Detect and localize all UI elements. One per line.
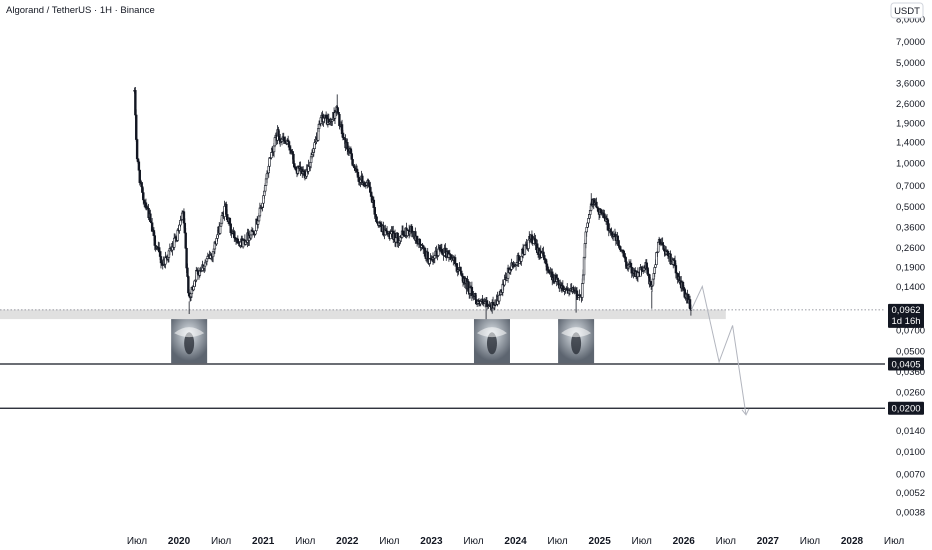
- time-tick-label: Июл: [632, 536, 652, 547]
- level-price-badge: [888, 401, 924, 415]
- level-price-label: 0,0405: [891, 360, 920, 371]
- countdown-label: 1d 16h: [891, 316, 920, 327]
- candle-body: [192, 286, 195, 291]
- candle-body: [498, 294, 501, 302]
- price-tick-label: 3,6000: [896, 78, 925, 89]
- time-tick-label: Июл: [716, 536, 736, 547]
- candle-body: [543, 255, 546, 259]
- price-tick-label: 0,7000: [896, 181, 925, 192]
- time-tick-label: Июл: [379, 536, 399, 547]
- time-tick-label: Июл: [547, 536, 567, 547]
- candle-body: [173, 237, 176, 248]
- candle-body: [353, 165, 356, 169]
- marker-figure: [184, 332, 195, 355]
- marker-image-2023: [473, 319, 510, 364]
- candle-body: [137, 161, 141, 171]
- price-tick-label: 5,0000: [896, 58, 925, 69]
- projection-path[interactable]: [690, 284, 747, 415]
- time-tick-label: 2022: [336, 536, 359, 547]
- time-tick-label: Июл: [295, 536, 315, 547]
- marker-figure: [571, 332, 582, 355]
- marker-image-2020: [171, 319, 208, 364]
- candle-body: [585, 226, 588, 233]
- marker-figure: [486, 332, 497, 355]
- price-tick-label: 0,0052: [896, 488, 925, 499]
- time-tick-label: Июл: [127, 536, 147, 547]
- marker-wings: [174, 327, 205, 338]
- time-tick-label: 2026: [673, 536, 696, 547]
- time-tick-label: 2023: [420, 536, 443, 547]
- candle-body: [654, 264, 657, 268]
- candle-body: [229, 223, 232, 233]
- price-tick-label: 0,0140: [896, 426, 925, 437]
- marker-wings: [476, 327, 507, 338]
- price-tick-label: 1,4000: [896, 138, 925, 149]
- price-tick-label: 0,0070: [896, 469, 925, 480]
- candle-body: [674, 265, 678, 274]
- price-tick-label: 0,1900: [896, 263, 925, 274]
- support-zone: [0, 309, 726, 320]
- candle-body: [149, 213, 152, 222]
- time-axis: Июл 2020 Июл 2021 Июл 2022 Июл 2023 Июл 2024 Июл 20…: [127, 536, 905, 547]
- candle-body: [595, 201, 598, 208]
- marker-wings: [561, 327, 592, 338]
- marker-image-2024: [558, 319, 595, 364]
- candle-body: [268, 157, 271, 167]
- candle-body: [433, 255, 436, 259]
- candle-body: [270, 152, 273, 159]
- candle-body: [135, 139, 139, 160]
- price-tick-label: 0,2600: [896, 243, 925, 254]
- chart-title: Algorand / TetherUS · 1H · Binance: [6, 5, 155, 16]
- time-tick-label: 2025: [589, 536, 612, 547]
- candle-body: [338, 113, 341, 127]
- price-tick-label: 0,0038: [896, 508, 925, 519]
- price-tick-label: 8,0000: [896, 15, 925, 26]
- candle-body: [184, 232, 187, 249]
- price-tick-label: 0,0700: [896, 325, 925, 336]
- price-tick-label: 0,0100: [896, 447, 925, 458]
- price-tick-label: 0,1400: [896, 282, 925, 293]
- level-price-label: 0,0200: [891, 404, 920, 415]
- price-tick-label: 1,0000: [896, 159, 925, 170]
- projection-arrowhead: [741, 408, 750, 416]
- time-tick-label: 2028: [841, 536, 864, 547]
- candle-body: [581, 283, 584, 298]
- candle-body: [460, 270, 463, 274]
- price-tick-label: 0,3600: [896, 223, 925, 234]
- candle-body: [263, 185, 267, 192]
- candle-body: [333, 112, 337, 119]
- current-price-label: 0,0962: [891, 305, 920, 316]
- price-tick-label: 0,0360: [896, 367, 925, 378]
- candle-body: [582, 256, 586, 276]
- time-tick-label: Июл: [884, 536, 904, 547]
- candle-body: [653, 267, 656, 274]
- candle-body: [218, 225, 222, 234]
- price-tick-label: 0,0260: [896, 387, 925, 398]
- price-tick-label: 0,5000: [896, 202, 925, 213]
- current-price-badge: [888, 303, 924, 328]
- price-tick-label: 7,0000: [896, 37, 925, 48]
- time-tick-label: Июл: [800, 536, 820, 547]
- level-price-badge: [888, 357, 924, 371]
- time-tick-label: 2021: [252, 536, 275, 547]
- candle-body: [265, 173, 269, 180]
- currency-button[interactable]: USDT: [890, 2, 924, 19]
- price-tick-label: 0,0500: [896, 346, 925, 357]
- candlestick-series: [133, 87, 693, 320]
- candle-body: [351, 159, 354, 166]
- candle-body: [453, 257, 457, 265]
- candle-body: [135, 114, 138, 140]
- time-tick-label: 2024: [504, 536, 527, 547]
- price-tick-label: 1,9000: [896, 119, 925, 130]
- time-tick-label: 2020: [168, 536, 191, 547]
- price-tick-label: 2,6000: [896, 99, 925, 110]
- candle-body: [142, 192, 145, 201]
- time-tick-label: Июл: [463, 536, 483, 547]
- currency-label: USDT: [894, 6, 920, 17]
- time-tick-label: 2027: [757, 536, 780, 547]
- price-axis: 8,0000 7,0000 5,0000 3,6000 2,6000 1,9000 1,40…: [888, 15, 925, 519]
- time-tick-label: Июл: [211, 536, 231, 547]
